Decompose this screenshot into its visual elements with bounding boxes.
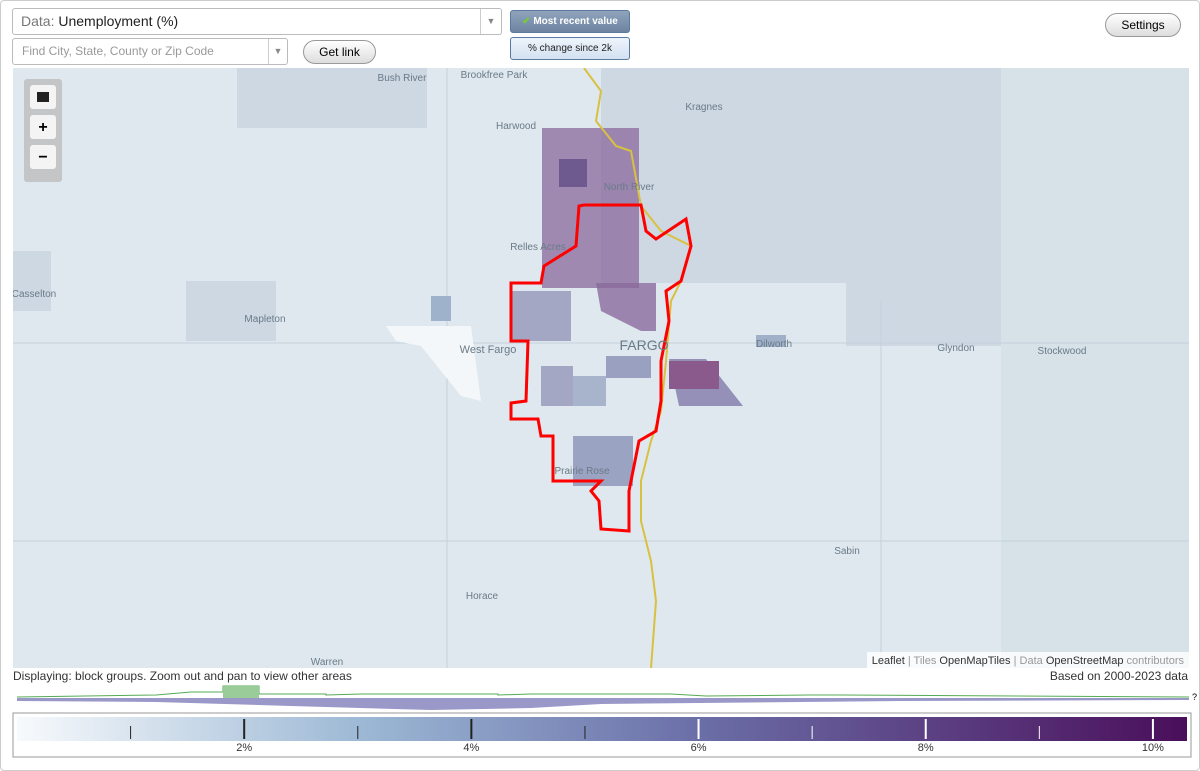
check-icon: ✔ <box>522 16 534 27</box>
zoom-out-button[interactable] <box>30 145 56 169</box>
place-label: Bush River <box>378 73 428 84</box>
data-label: Data: <box>21 13 55 29</box>
place-label: Mapleton <box>244 314 285 325</box>
attribution-leaflet[interactable]: Leaflet <box>872 655 905 667</box>
dropdown-arrow: ▼ <box>480 9 501 34</box>
legend-tick-label: 2% <box>236 742 252 754</box>
zoom-out-icon: − <box>38 149 47 166</box>
histogram-bar <box>223 686 259 698</box>
data-select[interactable]: Data: Unemployment (%) ▼ <box>12 8 502 35</box>
data-value: Unemployment (%) <box>58 13 179 29</box>
zoom-controls: + − <box>24 79 62 182</box>
search-input[interactable]: Find City, State, County or Zip Code ▼ <box>12 38 288 65</box>
place-label: Stockwood <box>1038 346 1087 357</box>
land-regions <box>13 68 1189 668</box>
help-icon[interactable]: ? <box>1192 692 1197 702</box>
place-label: Kragnes <box>685 102 722 113</box>
settings-button[interactable]: Settings <box>1105 13 1181 37</box>
legend: ? 2% 4% 6% 8% 10% <box>12 685 1197 758</box>
search-placeholder: Find City, State, County or Zip Code <box>22 44 214 58</box>
attribution-text: | Tiles <box>905 655 940 667</box>
most-recent-label: Most recent value <box>533 16 618 27</box>
zoom-in-button[interactable] <box>30 115 56 139</box>
attribution: Leaflet | Tiles OpenMapTiles | Data Open… <box>872 655 1185 667</box>
place-label: FARGO <box>619 337 668 353</box>
histogram-change <box>17 698 1189 710</box>
legend-tick-label: 6% <box>691 742 707 754</box>
legend-tick-label: 4% <box>463 742 479 754</box>
status-displaying: Displaying: block groups. Zoom out and p… <box>13 669 352 683</box>
status-based-on: Based on 2000-2023 data <box>1049 669 1188 683</box>
block-groups <box>431 128 786 486</box>
colorbar <box>17 717 1187 741</box>
most-recent-toggle[interactable]: ✔ Most recent value <box>510 10 630 33</box>
place-label: North River <box>604 182 655 193</box>
attribution-text: contributors <box>1123 655 1184 667</box>
place-label: Sabin <box>834 546 860 557</box>
legend-tick-label: 10% <box>1142 742 1164 754</box>
selected-boundary <box>509 203 693 533</box>
place-label: Relles Acres <box>510 242 566 253</box>
dropdown-arrow: ▼ <box>268 39 287 64</box>
place-label: Dilworth <box>756 339 792 350</box>
place-label: Harwood <box>496 121 536 132</box>
fullscreen-icon <box>37 92 49 102</box>
place-labels: Bush River Brookfree Park Kragnes Harwoo… <box>13 70 1086 668</box>
histogram-recent <box>16 685 1190 698</box>
attribution-link[interactable]: OpenStreetMap <box>1046 655 1124 667</box>
percent-change-toggle[interactable]: % change since 2k <box>510 37 630 60</box>
attribution-text: | Data <box>1011 655 1046 667</box>
attribution-link[interactable]: OpenMapTiles <box>939 655 1011 667</box>
west-fargo-area <box>386 326 481 401</box>
place-label: West Fargo <box>460 344 517 356</box>
attribution-bg <box>867 652 1189 668</box>
legend-tick-label: 8% <box>918 742 934 754</box>
place-label: Warren <box>311 657 343 668</box>
place-label: Casselton <box>13 289 56 300</box>
place-label: Horace <box>466 591 499 602</box>
place-label: Glyndon <box>937 343 974 354</box>
place-label: Brookfree Park <box>461 70 529 81</box>
place-label: Prairie Rose <box>554 466 609 477</box>
get-link-button[interactable]: Get link <box>303 40 376 64</box>
river <box>583 68 693 668</box>
zoom-in-icon: + <box>38 119 47 136</box>
map[interactable]: Bush River Brookfree Park Kragnes Harwoo… <box>13 68 1189 668</box>
